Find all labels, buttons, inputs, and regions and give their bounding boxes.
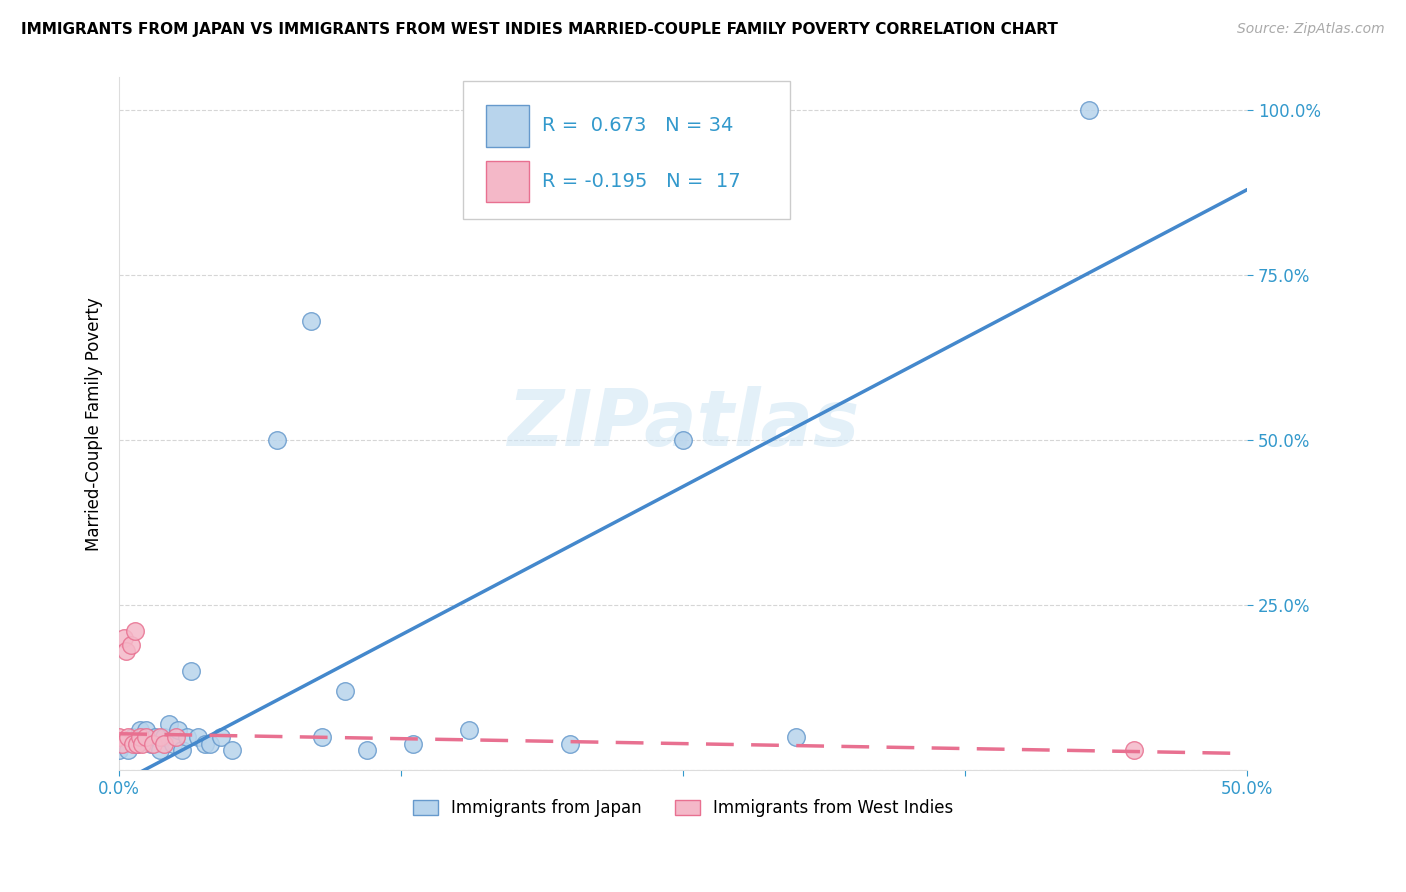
Point	[120, 638, 142, 652]
Point	[139, 737, 162, 751]
Point	[153, 737, 176, 751]
Point	[266, 434, 288, 448]
Point	[311, 730, 333, 744]
Point	[149, 730, 172, 744]
Text: R = -0.195   N =  17: R = -0.195 N = 17	[543, 172, 741, 191]
Point	[299, 314, 322, 328]
Point	[560, 737, 582, 751]
Point	[135, 723, 157, 738]
Point	[458, 723, 481, 738]
Point	[128, 730, 150, 744]
Point	[135, 730, 157, 744]
Point	[110, 737, 132, 751]
Point	[1123, 743, 1146, 757]
Text: Source: ZipAtlas.com: Source: ZipAtlas.com	[1237, 22, 1385, 37]
Point	[785, 730, 807, 744]
Point	[162, 737, 184, 751]
Point	[194, 737, 217, 751]
Point	[187, 730, 209, 744]
Point	[401, 737, 423, 751]
Point	[172, 743, 194, 757]
FancyBboxPatch shape	[486, 161, 529, 202]
Point	[108, 730, 131, 744]
Text: R =  0.673   N = 34: R = 0.673 N = 34	[543, 117, 734, 136]
Point	[221, 743, 243, 757]
Point	[131, 730, 153, 744]
Point	[180, 664, 202, 678]
Text: IMMIGRANTS FROM JAPAN VS IMMIGRANTS FROM WEST INDIES MARRIED-COUPLE FAMILY POVER: IMMIGRANTS FROM JAPAN VS IMMIGRANTS FROM…	[21, 22, 1057, 37]
Point	[108, 743, 131, 757]
Point	[131, 737, 153, 751]
Point	[672, 434, 695, 448]
Point	[142, 737, 165, 751]
Point	[127, 737, 149, 751]
Point	[333, 683, 356, 698]
Point	[124, 624, 146, 639]
FancyBboxPatch shape	[464, 81, 790, 219]
Point	[112, 737, 135, 751]
Point	[112, 631, 135, 645]
Text: ZIPatlas: ZIPatlas	[508, 385, 859, 462]
Point	[128, 723, 150, 738]
Point	[176, 730, 198, 744]
Point	[121, 730, 143, 744]
Point	[157, 716, 180, 731]
Point	[1078, 103, 1101, 118]
Point	[117, 730, 139, 744]
Point	[209, 730, 232, 744]
Point	[145, 730, 167, 744]
Y-axis label: Married-Couple Family Poverty: Married-Couple Family Poverty	[86, 297, 103, 550]
Point	[356, 743, 378, 757]
Point	[149, 743, 172, 757]
Point	[117, 743, 139, 757]
Point	[167, 723, 190, 738]
Point	[127, 737, 149, 751]
Point	[165, 730, 187, 744]
Legend: Immigrants from Japan, Immigrants from West Indies: Immigrants from Japan, Immigrants from W…	[406, 793, 960, 824]
Point	[121, 737, 143, 751]
FancyBboxPatch shape	[486, 105, 529, 146]
Point	[115, 644, 138, 658]
Point	[198, 737, 221, 751]
Point	[153, 730, 176, 744]
